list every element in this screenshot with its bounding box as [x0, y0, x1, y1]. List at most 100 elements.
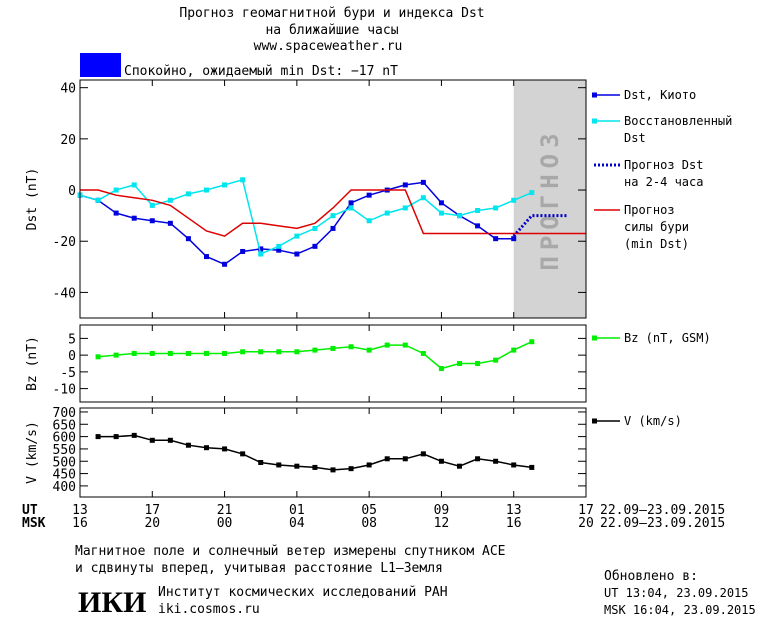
point: [240, 248, 246, 254]
point: [348, 344, 354, 350]
series-line: [79, 178, 533, 256]
point: [258, 246, 264, 252]
y-tick-label: -40: [53, 286, 76, 301]
y-tick-label: -20: [53, 235, 76, 250]
x-tick-label: 09: [434, 503, 450, 518]
legend-label: Bz (nT, GSM): [624, 331, 711, 345]
point: [240, 349, 246, 355]
y-tick-label: 550: [53, 443, 76, 458]
point: [366, 347, 372, 353]
x-tick-label-msk: 08: [361, 516, 377, 531]
point: [493, 236, 499, 242]
point: [420, 195, 426, 201]
site: iki.cosmos.ru: [158, 602, 260, 617]
point: [348, 205, 354, 211]
updated-label: Обновлено в:: [604, 569, 698, 584]
point: [402, 456, 408, 462]
legend-label: Прогноз Dst на 2-4 часа: [624, 158, 703, 189]
x-tick-label-msk: 16: [506, 516, 522, 531]
point: [204, 350, 209, 356]
ut-dates: 22.09–23.09.2015: [600, 503, 725, 518]
ut-label: UT: [22, 503, 38, 518]
point: [113, 434, 119, 440]
y-axis-label: Bz (nT): [25, 336, 40, 391]
msk-label: MSK: [22, 516, 46, 531]
point: [185, 236, 191, 242]
point: [384, 210, 390, 216]
point: [420, 179, 426, 185]
point: [384, 456, 390, 462]
point: [475, 456, 481, 462]
panel-frame: [79, 79, 587, 319]
panel-frame: [79, 407, 587, 498]
legend-label: V (km/s): [624, 414, 682, 428]
point: [511, 236, 517, 242]
point: [276, 243, 282, 249]
y-tick-label: 0: [68, 184, 76, 199]
status-box: [80, 53, 121, 77]
point: [438, 458, 444, 464]
point: [276, 247, 282, 253]
point: [167, 437, 173, 443]
point: [222, 350, 228, 356]
y-tick-label: 40: [60, 82, 76, 97]
point: [312, 243, 318, 249]
msk-dates: 22.09–23.09.2015: [600, 516, 725, 531]
point: [457, 361, 462, 366]
y-tick-label: 5: [68, 332, 76, 347]
point: [167, 197, 173, 203]
x-tick-label: 17: [144, 503, 160, 518]
point: [276, 349, 282, 355]
point: [348, 200, 354, 206]
y-tick-label: -10: [53, 383, 76, 398]
point: [294, 251, 300, 257]
point: [366, 218, 372, 224]
point: [113, 187, 119, 193]
point: [185, 191, 191, 197]
point: [511, 462, 517, 468]
updated-ut: UT 13:04, 23.09.2015: [604, 586, 749, 600]
point: [276, 462, 282, 468]
y-tick-label: 700: [53, 406, 76, 421]
point: [420, 350, 426, 356]
point: [204, 187, 209, 193]
forecast-label: ПРОГНОЗ: [536, 127, 564, 270]
legend-label: Восстановленный Dst: [624, 114, 732, 145]
series-line: [512, 214, 568, 238]
footer-note: Магнитное поле и солнечный ветер измерен…: [75, 544, 505, 576]
point: [384, 342, 390, 348]
url: www.spaceweather.ru: [254, 39, 403, 54]
x-tick-label-msk: 20: [144, 516, 160, 531]
updated-msk: MSK 16:04, 23.09.2015: [604, 603, 756, 617]
y-axis-label: V (km/s): [25, 421, 40, 484]
title: Прогноз геомагнитной бури и индекса Dst н…: [179, 6, 484, 38]
point: [294, 233, 300, 239]
x-tick-label-msk: 16: [72, 516, 88, 531]
x-tick-label: 21: [217, 503, 233, 518]
point: [511, 197, 517, 203]
point: [529, 464, 535, 470]
point: [511, 347, 517, 353]
point: [330, 213, 336, 219]
legend-marker: [592, 92, 597, 98]
y-tick-label: 400: [53, 480, 76, 495]
y-tick-label: 20: [60, 133, 76, 148]
x-tick-label: 01: [289, 503, 305, 518]
x-tick-label: 13: [506, 503, 522, 518]
point: [330, 467, 336, 473]
point: [222, 261, 228, 267]
x-tick-label: 17: [578, 503, 594, 518]
x-tick-label-msk: 04: [289, 516, 305, 531]
point: [222, 446, 228, 452]
point: [493, 458, 499, 464]
point: [312, 347, 318, 353]
point: [294, 463, 300, 469]
point: [420, 451, 426, 457]
point: [493, 357, 499, 363]
point: [312, 225, 318, 231]
point: [402, 342, 408, 348]
point: [149, 437, 155, 443]
legend-marker: [592, 118, 597, 124]
institute: Институт космических исследований РАН: [158, 585, 448, 600]
